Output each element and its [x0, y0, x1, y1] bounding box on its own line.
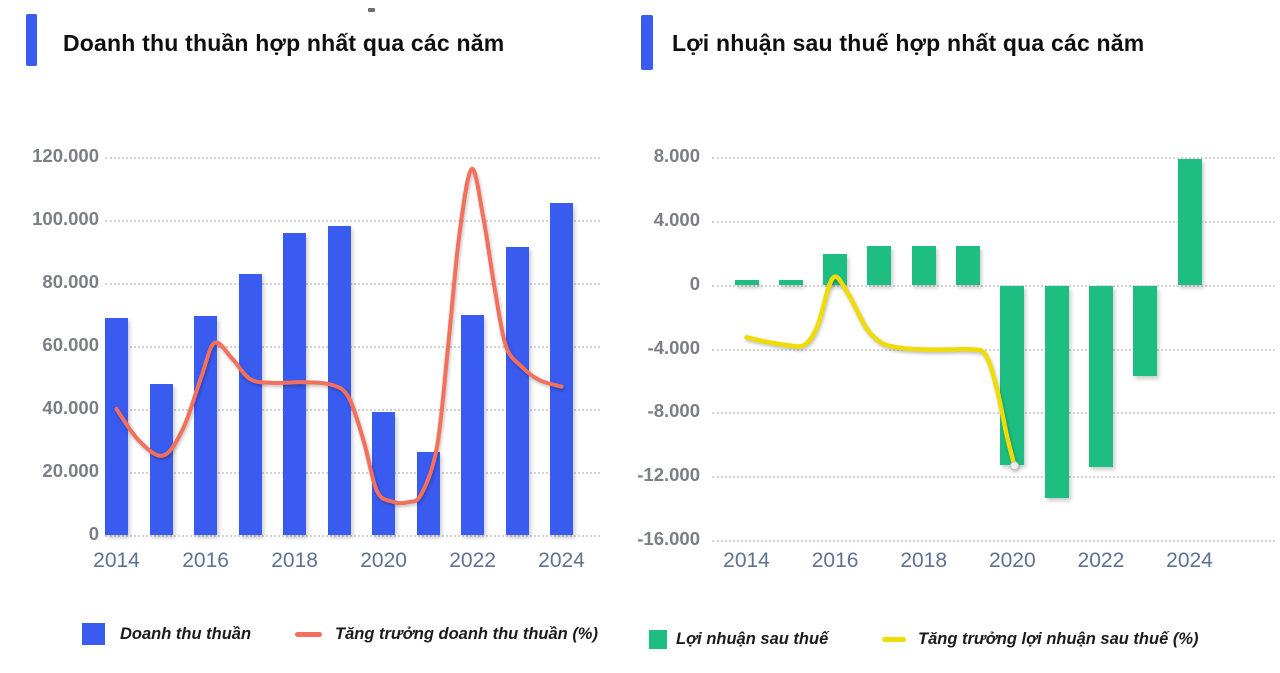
legend-item-revenue-growth-line[interactable]: Tăng trưởng doanh thu thuần (%) [295, 621, 598, 647]
y-axis-label: 4.000 [653, 208, 700, 230]
legend-item-revenue-bars[interactable]: Doanh thu thuần [82, 621, 251, 647]
bar-2015[interactable] [778, 279, 803, 285]
gridline [105, 220, 600, 222]
profit-bar-swatch [649, 629, 667, 649]
profit-plot-area: 8.000 4.000 0 -4.000 -8.000 -12.000 -16.000 201… [637, 0, 1280, 673]
bar-2020[interactable] [1000, 285, 1025, 465]
y-axis-label: 0 [689, 272, 700, 294]
x-axis-label: 2018 [900, 549, 948, 572]
gridline [105, 157, 600, 159]
growth-line[interactable] [114, 166, 564, 506]
bar-2014[interactable] [105, 317, 128, 535]
chart-title-profit: Lợi nhuận sau thuế hợp nhất qua các năm [672, 30, 1145, 56]
growth-line-swatch [295, 631, 322, 637]
x-axis-label: 2024 [538, 549, 585, 572]
bar-2017[interactable] [238, 273, 262, 535]
bar-2022[interactable] [1088, 285, 1113, 467]
bar-2021[interactable] [1044, 285, 1069, 498]
y-axis-label: -8.000 [647, 400, 700, 422]
legend-label: Lợi nhuận sau thuế [676, 629, 829, 648]
legend-label: Tăng trưởng lợi nhuận sau thuế (%) [918, 629, 1199, 648]
y-axis-label: 20.000 [42, 460, 99, 481]
growth-line-swatch [882, 636, 906, 642]
x-axis-label: 2020 [988, 549, 1036, 572]
bar-2024[interactable] [550, 202, 573, 535]
legend-label: Tăng trưởng doanh thu thuần (%) [335, 624, 598, 643]
x-axis-label: 2024 [1166, 549, 1213, 572]
growth-line[interactable] [744, 274, 1017, 469]
gridline [105, 283, 600, 285]
bar-2016[interactable] [194, 316, 218, 535]
x-axis-label: 2022 [1077, 549, 1125, 572]
bar-2020[interactable] [372, 412, 396, 535]
x-axis-label: 2020 [360, 549, 407, 572]
bar-2019[interactable] [956, 246, 980, 285]
x-axis-label: 2016 [811, 549, 859, 572]
revenue-bar-swatch [82, 623, 105, 645]
bar-2015[interactable] [149, 383, 173, 535]
title-accent-bar [26, 14, 37, 66]
y-axis-label: -16.000 [637, 528, 700, 549]
artifact-speck [368, 8, 375, 12]
y-axis-label: 100.000 [32, 208, 99, 229]
profit-chart: Lợi nhuận sau thuế hợp nhất qua các năm … [637, 0, 1280, 673]
bar-2014[interactable] [734, 279, 759, 285]
bar-2021[interactable] [416, 451, 440, 535]
legend-item-profit-growth-line[interactable]: Tăng trưởng lợi nhuận sau thuế (%) [882, 628, 1199, 650]
gridline [712, 412, 1275, 415]
gridline [712, 220, 1275, 223]
y-axis-label: -12.000 [637, 464, 700, 486]
bar-2017[interactable] [867, 245, 892, 285]
y-axis-label: 40.000 [42, 397, 99, 418]
bar-2022[interactable] [461, 314, 485, 535]
gridline [712, 348, 1275, 351]
gridline [105, 346, 600, 348]
chart-title-revenue: Doanh thu thuần hợp nhất qua các năm [63, 30, 505, 56]
legend-label: Doanh thu thuần [120, 624, 252, 643]
bar-2016[interactable] [823, 253, 848, 285]
growth-line-layer [114, 166, 564, 506]
gridline [105, 535, 600, 537]
bar-2023[interactable] [1133, 285, 1158, 376]
revenue-chart: Doanh thu thuần hợp nhất qua các năm 120… [26, 14, 600, 647]
y-axis-label: 8.000 [653, 145, 700, 166]
y-axis-label: 80.000 [42, 271, 99, 292]
line-end-marker [1010, 461, 1019, 471]
y-axis-label: 60.000 [42, 334, 99, 355]
gridline [712, 157, 1275, 159]
growth-line-layer [744, 274, 1019, 471]
revenue-plot-area: 120.000 100.000 80.000 60.000 40.000 20.000 0 2… [32, 145, 600, 572]
y-axis-label: 0 [88, 523, 99, 544]
x-axis-label: 2022 [449, 549, 496, 572]
legend-item-profit-bars[interactable]: Lợi nhuận sau thuế [649, 628, 828, 650]
title-accent-bar [641, 15, 653, 70]
gridline [105, 472, 600, 474]
x-axis-label: 2014 [93, 549, 140, 572]
bar-2024[interactable] [1177, 159, 1202, 285]
x-axis-label: 2016 [182, 549, 229, 572]
bar-2019[interactable] [327, 226, 351, 535]
y-axis-label: 120.000 [32, 145, 99, 166]
bar-2023[interactable] [505, 246, 529, 535]
gridline [712, 284, 1275, 287]
gridline [712, 540, 1275, 542]
bar-2018[interactable] [911, 246, 936, 285]
x-axis-label: 2014 [723, 549, 770, 572]
x-axis-label: 2018 [271, 549, 318, 572]
gridline [712, 476, 1275, 479]
y-axis-label: -4.000 [647, 336, 700, 358]
